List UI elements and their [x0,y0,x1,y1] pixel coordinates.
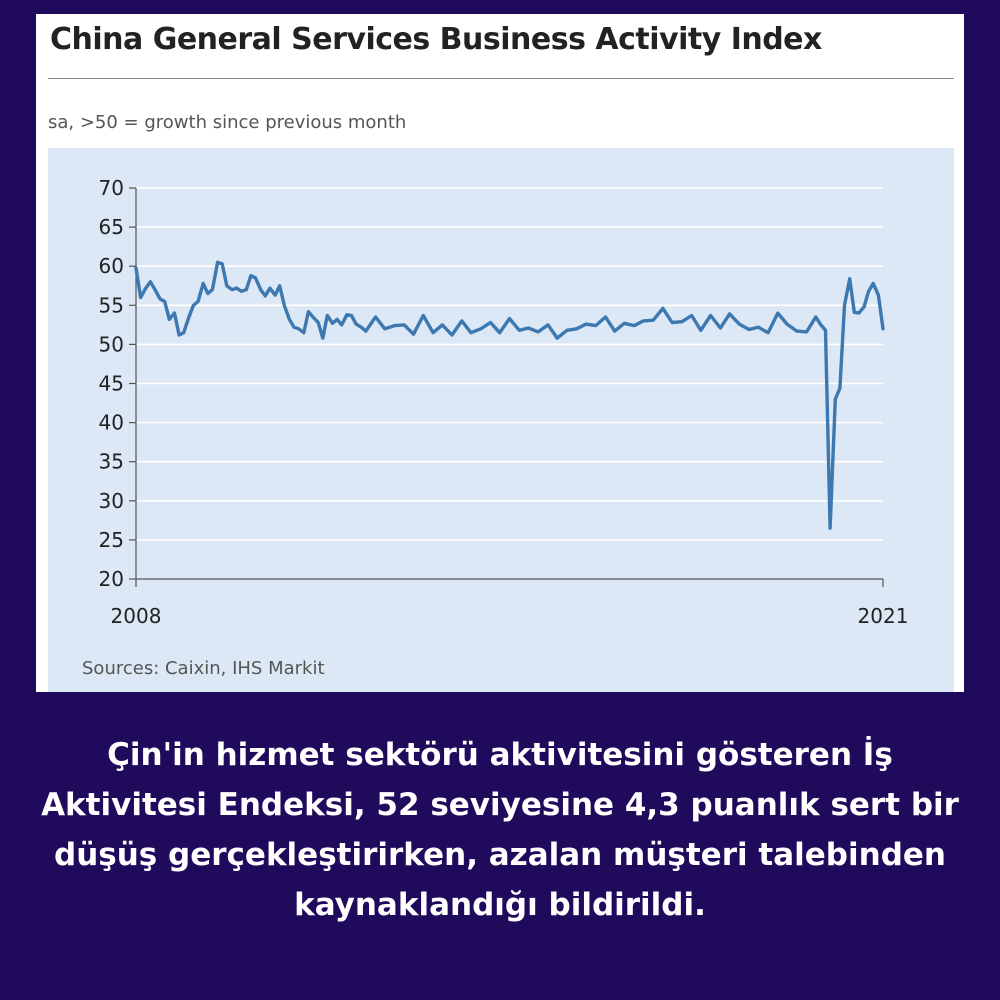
y-tick-label-35: 35 [99,450,124,474]
chart-subtitle: sa, >50 = growth since previous month [48,112,407,133]
y-tick-label-65: 65 [99,215,124,239]
y-tick-label-70: 70 [99,176,124,200]
chart-title: China General Services Business Activity… [50,22,822,57]
plot-background [48,148,954,692]
y-tick-label-30: 30 [99,489,124,513]
axes [129,187,884,587]
y-tick-label-40: 40 [99,411,124,435]
y-tick-label-20: 20 [99,567,124,591]
y-tick-label-55: 55 [99,293,124,317]
series-line-0 [134,260,885,530]
chart-card: China General Services Business Activity… [36,14,964,692]
source-note: Sources: Caixin, IHS Markit [82,658,325,679]
y-tick-label-50: 50 [99,332,124,356]
grid-lines [136,187,883,541]
series-layer [134,260,885,530]
x-tick-label-0: 2008 [111,604,162,628]
y-tick-label-45: 45 [99,372,124,396]
y-tick-label-25: 25 [99,528,124,552]
line-chart: 20 25 30 35 40 45 50 55 60 65 70 2008 2021 [99,176,909,628]
caption-text: Çin'in hizmet sektörü aktivitesini göste… [41,737,959,923]
x-tick-label-1: 2021 [858,604,909,628]
tick-labels: 20 25 30 35 40 45 50 55 60 65 70 2008 2021 [99,176,909,628]
y-tick-label-60: 60 [99,254,124,278]
title-divider [48,78,954,79]
